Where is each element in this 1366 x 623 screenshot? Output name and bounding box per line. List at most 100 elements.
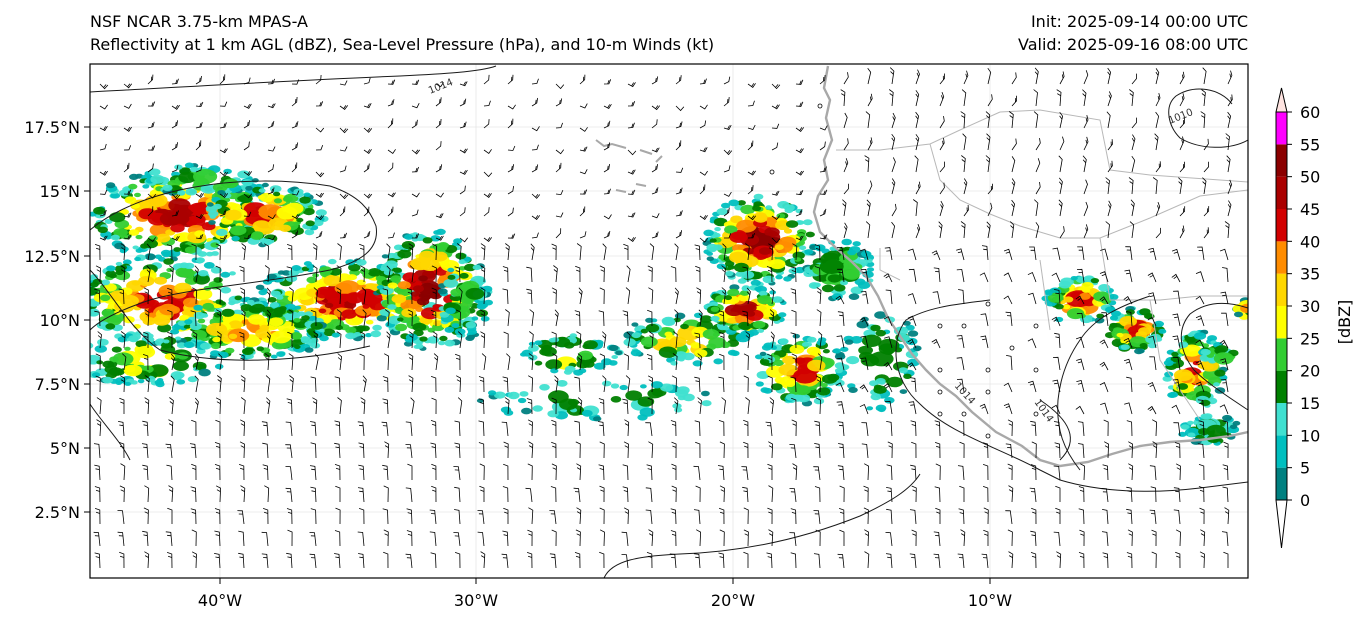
reflectivity-cell <box>115 261 123 266</box>
reflectivity-cell <box>757 295 772 305</box>
wind-barb <box>915 181 921 195</box>
reflectivity-cell <box>313 219 324 227</box>
reflectivity-cell <box>764 227 780 237</box>
wind-barb <box>979 272 989 283</box>
wind-barb <box>551 287 557 305</box>
wind-barb <box>651 76 659 85</box>
wind-barb <box>315 171 325 178</box>
reflectivity-cell <box>602 380 612 387</box>
wind-barb <box>216 331 222 349</box>
wind-barb <box>717 465 725 481</box>
reflectivity-cell <box>198 270 209 277</box>
reflectivity-cell <box>832 348 841 354</box>
wind-barb <box>836 401 845 415</box>
wind-barb <box>1227 200 1232 217</box>
wind-barb <box>479 309 485 327</box>
wind-barb <box>1054 442 1061 459</box>
reflectivity-cell <box>261 182 269 188</box>
wind-barb <box>1054 332 1061 349</box>
wind-barb <box>766 266 773 283</box>
wind-barb <box>960 529 966 547</box>
wind-barb <box>673 331 678 349</box>
reflectivity-cell <box>290 332 302 340</box>
wind-barb <box>983 507 989 525</box>
reflectivity-cell <box>856 320 869 329</box>
colorbar-swatch <box>1276 273 1287 306</box>
wind-barb <box>167 309 173 326</box>
reflectivity-cell <box>296 217 304 223</box>
reflectivity-cell <box>729 251 748 264</box>
wind-barb <box>1080 463 1086 481</box>
wind-barb <box>960 111 966 129</box>
wind-barb <box>939 137 945 151</box>
wind-barb <box>1152 441 1158 459</box>
wind-barb <box>719 529 725 547</box>
reflectivity-cell <box>759 235 774 245</box>
wind-barb <box>435 213 444 219</box>
reflectivity-cell <box>102 360 115 368</box>
wind-barb <box>891 203 897 217</box>
wind-barb <box>1102 509 1109 525</box>
reflectivity-cell <box>447 274 456 280</box>
reflectivity-cell <box>772 296 783 303</box>
wind-barb <box>723 97 730 107</box>
colorbar-swatch <box>1276 176 1287 209</box>
reflectivity-cell <box>573 369 584 376</box>
reflectivity-cell <box>231 225 247 236</box>
wind-barb <box>142 420 149 437</box>
wind-barb <box>483 119 490 129</box>
wind-barb <box>1149 509 1157 525</box>
reflectivity-cell <box>713 358 723 365</box>
wind-barb <box>1178 177 1183 195</box>
reflectivity-cell <box>171 324 182 331</box>
wind-barb <box>315 74 322 85</box>
wind-barb <box>696 529 702 547</box>
reflectivity-cell <box>228 320 243 329</box>
reflectivity-cell <box>345 326 357 334</box>
wind-barb <box>576 331 582 349</box>
reflectivity-cell <box>224 209 242 221</box>
wind-barb <box>339 232 347 239</box>
wind-barb <box>908 268 917 283</box>
wind-barb <box>507 145 516 151</box>
reflectivity-cell <box>545 359 563 370</box>
reflectivity-cell <box>730 350 740 357</box>
wind-barb <box>555 122 563 129</box>
wind-barb <box>986 133 991 151</box>
reflectivity-cell <box>740 330 751 338</box>
wind-barb <box>1147 381 1157 393</box>
wind-barb <box>1179 117 1186 129</box>
wind-barb <box>815 529 821 547</box>
reflectivity-cell <box>115 380 123 385</box>
reflectivity-cell <box>175 267 192 278</box>
reflectivity-cell <box>193 169 218 184</box>
wind-barb <box>357 487 365 503</box>
reflectivity-cell <box>281 270 291 276</box>
wind-barb <box>573 487 581 503</box>
wind-barb <box>531 78 539 85</box>
wind-barb <box>694 244 701 261</box>
wind-barb <box>337 243 342 261</box>
reflectivity-cell <box>795 385 811 396</box>
wind-barb <box>261 421 269 437</box>
reflectivity-cell <box>115 269 124 276</box>
reflectivity-cell <box>213 277 223 283</box>
wind-barb <box>886 508 893 525</box>
lon-tick-label: 30°W <box>454 591 498 610</box>
reflectivity-cell <box>1187 432 1196 438</box>
wind-barb <box>961 89 967 107</box>
reflectivity-cell <box>780 376 795 386</box>
wind-barb <box>407 309 413 327</box>
reflectivity-cell <box>420 258 440 271</box>
reflectivity-cell <box>335 325 344 331</box>
wind-barb <box>1202 67 1207 85</box>
wind-barb <box>1179 71 1185 85</box>
wind-barb <box>1200 529 1206 547</box>
wind-barb <box>742 266 749 283</box>
reflectivity-cell <box>722 326 730 331</box>
wind-barb <box>859 248 869 261</box>
wind-barb <box>697 397 702 415</box>
wind-barb <box>693 465 701 481</box>
reflectivity-cell <box>242 347 254 355</box>
wind-barb <box>675 121 683 129</box>
